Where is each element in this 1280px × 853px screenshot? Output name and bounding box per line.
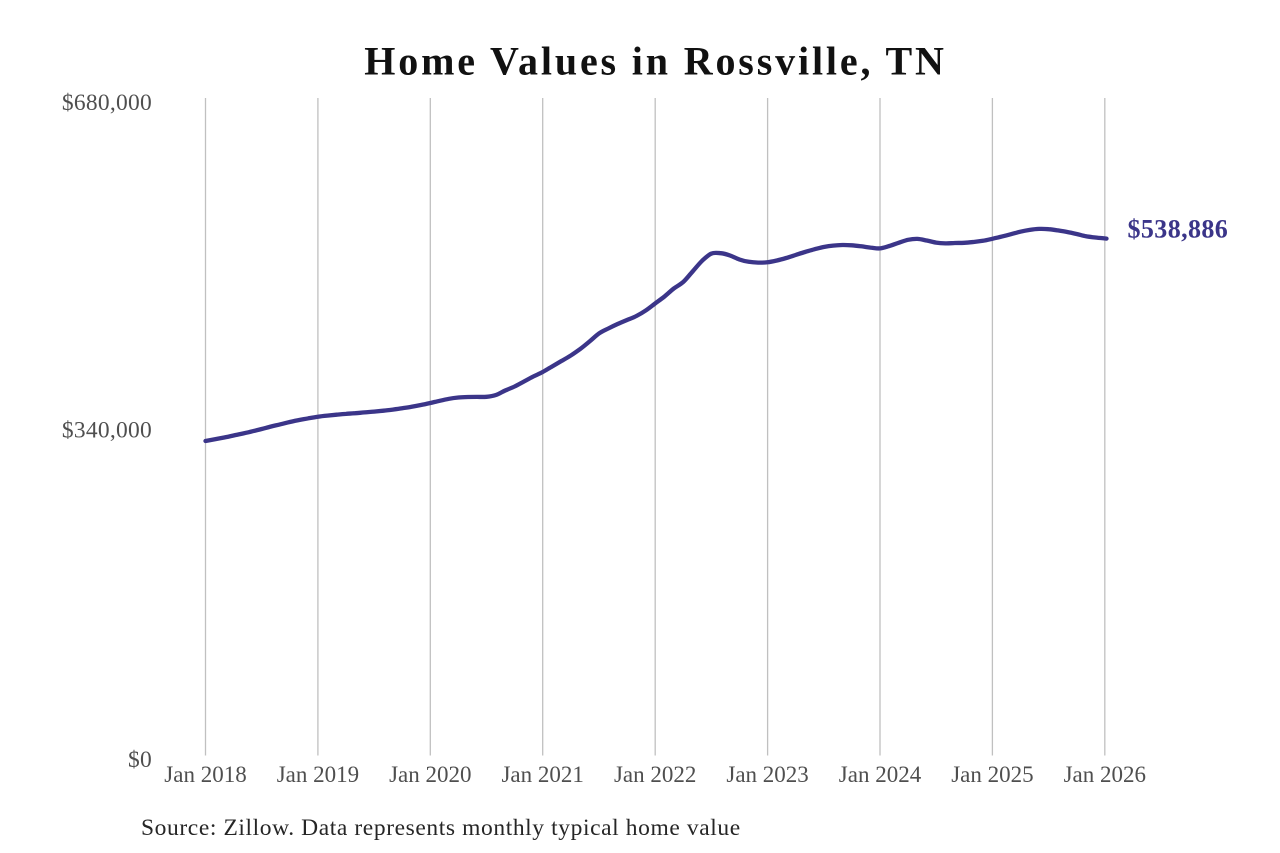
- svg-text:$0: $0: [128, 747, 152, 773]
- svg-text:Jan 2018: Jan 2018: [164, 762, 246, 787]
- svg-text:$340,000: $340,000: [62, 418, 152, 444]
- svg-text:Jan 2021: Jan 2021: [501, 762, 583, 787]
- svg-text:Jan 2025: Jan 2025: [951, 762, 1033, 787]
- svg-text:Jan 2020: Jan 2020: [389, 762, 471, 787]
- svg-text:Source: Zillow. Data represent: Source: Zillow. Data represents monthly …: [141, 815, 741, 841]
- svg-text:Jan 2022: Jan 2022: [614, 762, 696, 787]
- svg-text:$680,000: $680,000: [62, 90, 152, 116]
- svg-text:Jan 2019: Jan 2019: [277, 762, 359, 787]
- svg-text:Jan 2026: Jan 2026: [1064, 762, 1146, 787]
- svg-text:Home Values in Rossville, TN: Home Values in Rossville, TN: [364, 39, 946, 84]
- svg-text:Jan 2023: Jan 2023: [726, 762, 808, 787]
- svg-text:Jan 2024: Jan 2024: [839, 762, 922, 787]
- svg-text:$538,886: $538,886: [1128, 215, 1229, 244]
